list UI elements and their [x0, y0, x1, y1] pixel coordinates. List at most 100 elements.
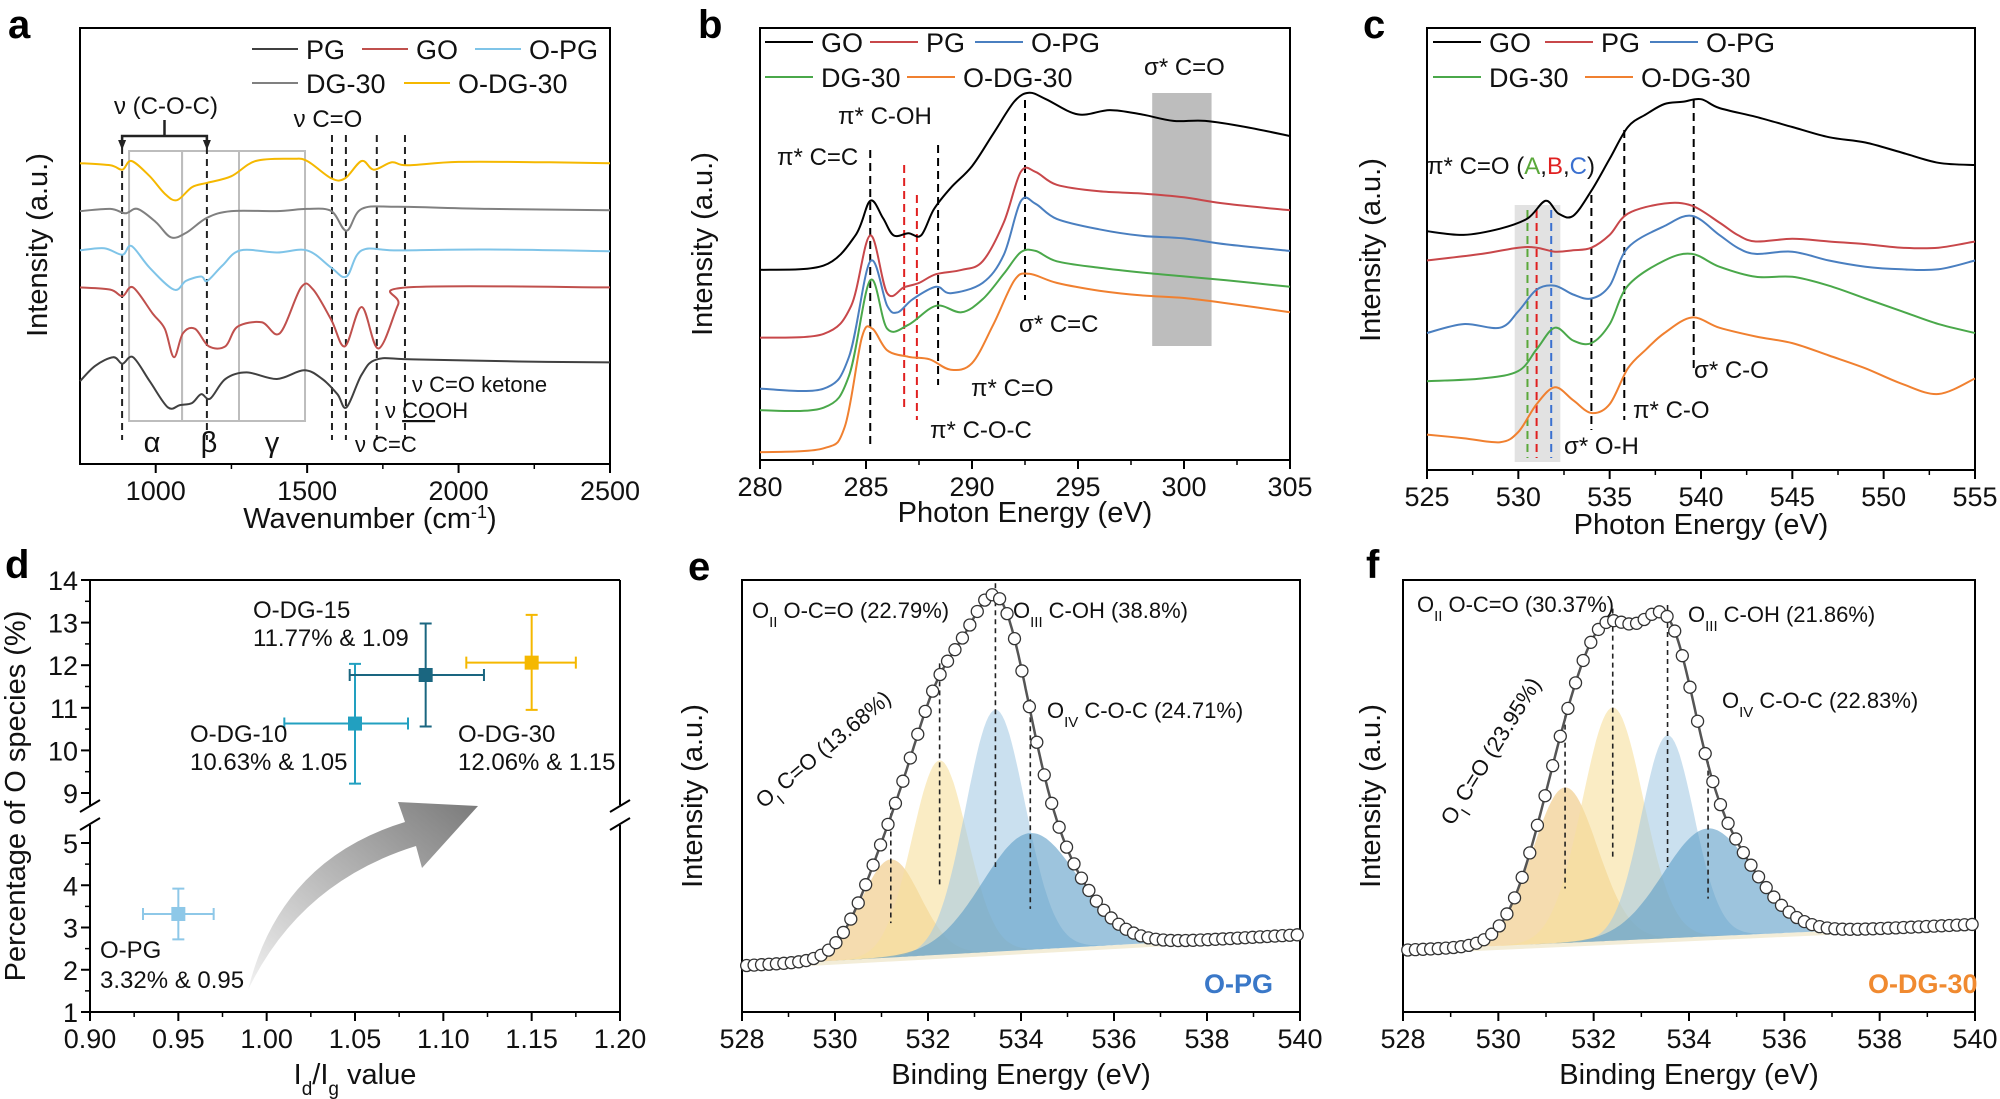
series-line-o-dg-30: [759, 272, 1291, 454]
data-point-circle: [1713, 797, 1728, 812]
x-tick-label: 1.10: [417, 1024, 470, 1054]
component-rest: C-OH (38.8%): [1049, 598, 1188, 623]
component-peak-oi: [1403, 787, 1975, 951]
species-sub: III: [1030, 614, 1043, 631]
annotation-sep: ,: [1563, 153, 1570, 180]
data-point-circle: [859, 878, 873, 892]
data-point-circle: [1492, 919, 1506, 933]
data-point-circle: [1744, 858, 1758, 872]
sample-label-e: O-PG: [1204, 969, 1273, 999]
experimental-points: [740, 588, 1304, 973]
data-point-circle: [1000, 606, 1014, 621]
annotation-pi-co: π* C=O: [971, 375, 1054, 402]
series-line-dg-30: [79, 205, 611, 239]
species: O: [1047, 698, 1064, 723]
x-tick-label: 1500: [277, 476, 337, 506]
species: O: [752, 598, 769, 623]
data-point-circle: [1553, 729, 1567, 743]
annotation-cc: ν C=C: [355, 432, 417, 457]
series-line-o-dg-30: [1426, 316, 1976, 444]
series-line-o-pg: [759, 196, 1291, 393]
point-name-o-dg-30: O-DG-30: [458, 721, 555, 748]
series-line-go: [1426, 97, 1976, 236]
series-line-pg: [759, 166, 1291, 339]
data-point-circle: [1675, 649, 1689, 663]
legend-label: DG-30: [821, 63, 901, 93]
legend-label: O-DG-30: [963, 63, 1073, 93]
point-name-o-dg-15: O-DG-15: [253, 597, 350, 624]
data-point-o-dg-30: [465, 613, 577, 711]
x-tick-label: 538: [1857, 1024, 1902, 1054]
legend-label: O-DG-30: [458, 69, 568, 99]
annotation-letter-a: A: [1524, 153, 1540, 180]
species: O: [1435, 801, 1465, 829]
x-tick-label: 295: [1055, 472, 1100, 502]
x-tick-label: 1.15: [505, 1024, 558, 1054]
arrowhead-icon: [118, 140, 211, 150]
data-point-circle: [970, 604, 984, 619]
data-point-circle: [903, 751, 917, 765]
series-line-o-pg: [1426, 214, 1976, 334]
legend-label: GO: [416, 35, 458, 65]
x-tick-label: 305: [1267, 472, 1312, 502]
component-peak-oiv: [1403, 828, 1975, 951]
data-point-circle: [1759, 880, 1773, 895]
x-error-bar: [348, 668, 485, 681]
data-point-circle: [1523, 846, 1537, 860]
point-name-o-pg: O-PG: [100, 937, 161, 964]
axis-break-icon: [79, 799, 101, 831]
component-rest: C=O (13.68%): [772, 686, 896, 796]
annotation-sigma-cc: σ* C=C: [1019, 311, 1099, 338]
data-point-circle: [896, 774, 910, 788]
x-tick-label: 1.00: [240, 1024, 293, 1054]
panel-label-e: e: [688, 545, 710, 589]
y-axis-title-b: Intensity (a.u.): [687, 152, 719, 336]
region-box-γ: [238, 150, 307, 422]
data-point-circle: [992, 592, 1007, 606]
x-tick-label: 540: [1952, 1024, 1997, 1054]
x-title-part: I: [294, 1059, 302, 1091]
legend-label: O-DG-30: [1641, 63, 1751, 93]
x-tick-label: 300: [1161, 472, 1206, 502]
series-line-pg: [79, 355, 611, 410]
annotation-pi-coc: π* C-O-C: [930, 417, 1032, 444]
y-tick-label: 2: [63, 956, 78, 986]
data-point-circle: [888, 796, 903, 810]
data-point-circle: [1082, 883, 1096, 898]
annotation-ketone: ν C=O ketone: [412, 372, 547, 397]
x-tick-label: 1000: [126, 476, 186, 506]
data-point-circle: [1052, 820, 1066, 834]
x-tick-label: 530: [1496, 482, 1541, 512]
annotation-letter-b: B: [1547, 153, 1563, 180]
y-tick-label: 4: [63, 871, 78, 901]
annotation-coc: ν (C-O-C): [114, 93, 218, 120]
data-point-circle: [1507, 891, 1522, 905]
x-tick-label: 534: [1666, 1024, 1711, 1054]
y-tick-label: 10: [48, 736, 78, 766]
species-sub: IV: [1064, 714, 1078, 731]
data-point-circle: [1059, 840, 1074, 854]
y-tick-label: 1: [63, 998, 78, 1028]
point-label-o-dg-30: 12.06% & 1.15: [458, 749, 615, 776]
component-rest: C-OH (21.86%): [1724, 602, 1876, 627]
species: O: [1722, 688, 1739, 713]
legend-label: O-PG: [529, 35, 598, 65]
x-title-sub: g: [328, 1079, 339, 1099]
x-tick-label: 1.20: [594, 1024, 647, 1054]
x-tick-label: 536: [1762, 1024, 1807, 1054]
axis-break-icon: [609, 799, 631, 831]
y-tick-label: 3: [63, 914, 78, 944]
y-axis-title-a: Intensity (a.u.): [22, 153, 54, 337]
x-tick-label: 525: [1404, 482, 1449, 512]
x-tick-label: 0.95: [152, 1024, 205, 1054]
component-rest: O-C=O (30.37%): [1448, 592, 1614, 617]
data-point-circle: [1721, 816, 1735, 830]
data-point-o-dg-10: [283, 662, 409, 785]
x-tick-label: 532: [1571, 1024, 1616, 1054]
data-point-circle: [1576, 653, 1590, 668]
data-point-circle: [1030, 735, 1044, 749]
x-tick-label: 1.05: [329, 1024, 382, 1054]
data-point-circle: [1530, 818, 1545, 832]
x-axis-title-d: Id/Ig value: [294, 1059, 417, 1099]
